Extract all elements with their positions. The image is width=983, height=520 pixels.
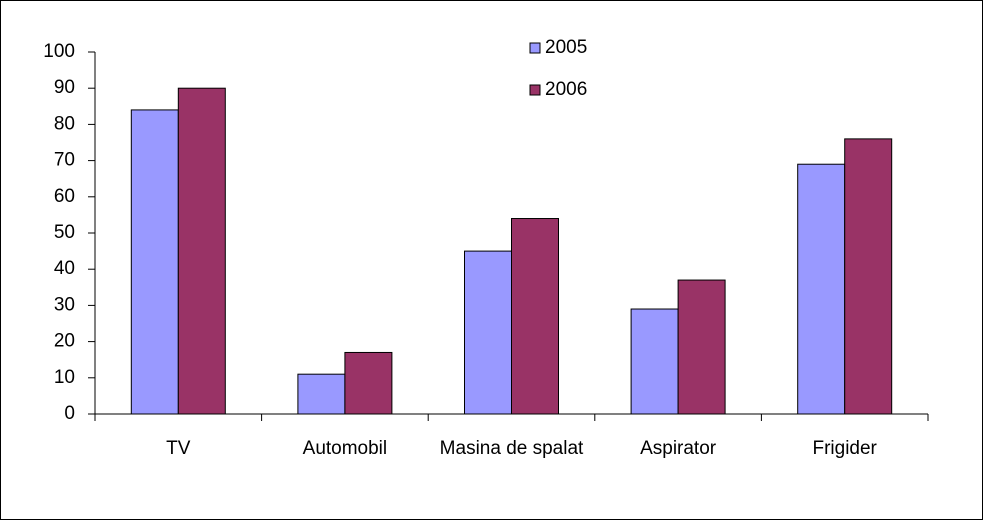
bar xyxy=(344,351,393,415)
legend-swatch xyxy=(529,84,541,96)
bar xyxy=(177,87,226,415)
y-tick-label: 20 xyxy=(54,331,75,352)
y-tick-label: 30 xyxy=(54,294,75,315)
y-tick-label: 40 xyxy=(54,258,75,279)
legend-label: 2005 xyxy=(545,37,587,58)
y-tick-label: 10 xyxy=(54,367,75,388)
y-tick-label: 50 xyxy=(54,222,75,243)
x-tick-label: Aspirator xyxy=(640,438,717,459)
x-tick-label: Frigider xyxy=(812,438,877,459)
bar xyxy=(797,163,846,415)
bar xyxy=(677,279,726,415)
y-tick-label: 100 xyxy=(43,41,75,62)
bar xyxy=(130,109,179,415)
bar xyxy=(844,138,893,415)
bar xyxy=(511,218,559,415)
y-tick-label: 0 xyxy=(64,403,75,424)
bar xyxy=(630,308,679,415)
y-tick-label: 80 xyxy=(54,113,75,134)
x-tick-label: Automobil xyxy=(303,438,388,459)
bar xyxy=(297,373,346,415)
legend-label: 2006 xyxy=(545,79,587,100)
y-tick-label: 70 xyxy=(54,150,75,171)
x-tick-label: Masina de spalat xyxy=(440,438,584,459)
y-tick-label: 60 xyxy=(54,186,75,207)
y-tick-label: 90 xyxy=(54,77,75,98)
legend-swatch xyxy=(529,42,541,54)
x-tick-label: TV xyxy=(166,438,191,459)
bar xyxy=(464,250,512,415)
